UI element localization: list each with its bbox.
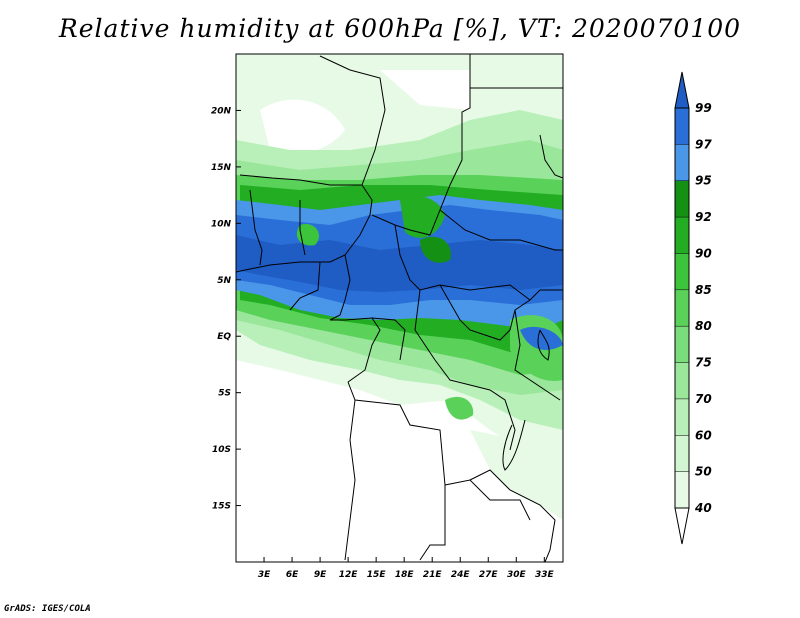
colorbar-label: 85 [695, 283, 712, 297]
lon-label: 9E [314, 570, 327, 580]
colorbar-legend: 40 50 60 70 75 80 85 90 92 95 97 99 [674, 71, 712, 545]
lon-label: 24E [451, 570, 471, 580]
lat-label: 15N [211, 163, 232, 173]
colorbar-label: 90 [695, 246, 712, 260]
colorbar-band [675, 362, 689, 399]
lon-label: 27E [479, 570, 499, 580]
colorbar-band [675, 108, 689, 145]
colorbar-label: 80 [695, 319, 712, 333]
longitude-axis: 3E 6E 9E 12E 15E 18E 21E 24E 27E 30E 33E [258, 557, 555, 580]
colorbar-band [675, 144, 689, 181]
colorbar-band [675, 253, 689, 290]
colorbar-label: 60 [695, 428, 712, 442]
lon-label: 3E [258, 570, 271, 580]
lat-label: 10S [212, 445, 231, 455]
colorbar-label: 70 [695, 392, 712, 406]
colorbar-label: 92 [695, 210, 712, 224]
colorbar-min-arrow [674, 507, 690, 545]
colorbar-band [675, 471, 689, 508]
lat-label: EQ [217, 332, 231, 342]
colorbar-band [675, 289, 689, 327]
colorbar-label: 97 [695, 137, 712, 151]
lon-label: 12E [339, 570, 359, 580]
lat-label: 5S [218, 389, 231, 399]
lon-label: 18E [395, 570, 415, 580]
lon-label: 33E [535, 570, 555, 580]
country-borders [236, 54, 563, 562]
humidity-field [236, 54, 563, 562]
colorbar-label: 50 [695, 465, 712, 479]
colorbar-label: 95 [695, 174, 712, 188]
lon-label: 30E [507, 570, 527, 580]
lon-label: 15E [367, 570, 387, 580]
lat-label: 5N [217, 276, 231, 286]
colorbar-band [675, 326, 689, 363]
map-title: Relative humidity at 600hPa [%], VT: 202… [58, 14, 742, 43]
lon-label: 6E [286, 570, 299, 580]
lat-label: 15S [212, 502, 231, 512]
colorbar-label: 40 [694, 501, 712, 515]
plot-frame [235, 53, 564, 563]
colorbar-max-arrow [674, 71, 690, 109]
lat-label: 20N [211, 106, 232, 116]
colorbar-label: 75 [695, 356, 712, 370]
credit-text: GrADS: IGES/COLA [4, 604, 91, 614]
latitude-axis: 20N 15N 10N 5N EQ 5S 10S 15S [211, 106, 241, 512]
lon-label: 21E [423, 570, 443, 580]
colorbar-band [675, 180, 689, 218]
lat-label: 10N [211, 219, 232, 229]
colorbar-band [675, 217, 689, 254]
colorbar-band [675, 398, 689, 436]
colorbar-band [675, 435, 689, 472]
colorbar-label: 99 [695, 101, 712, 115]
